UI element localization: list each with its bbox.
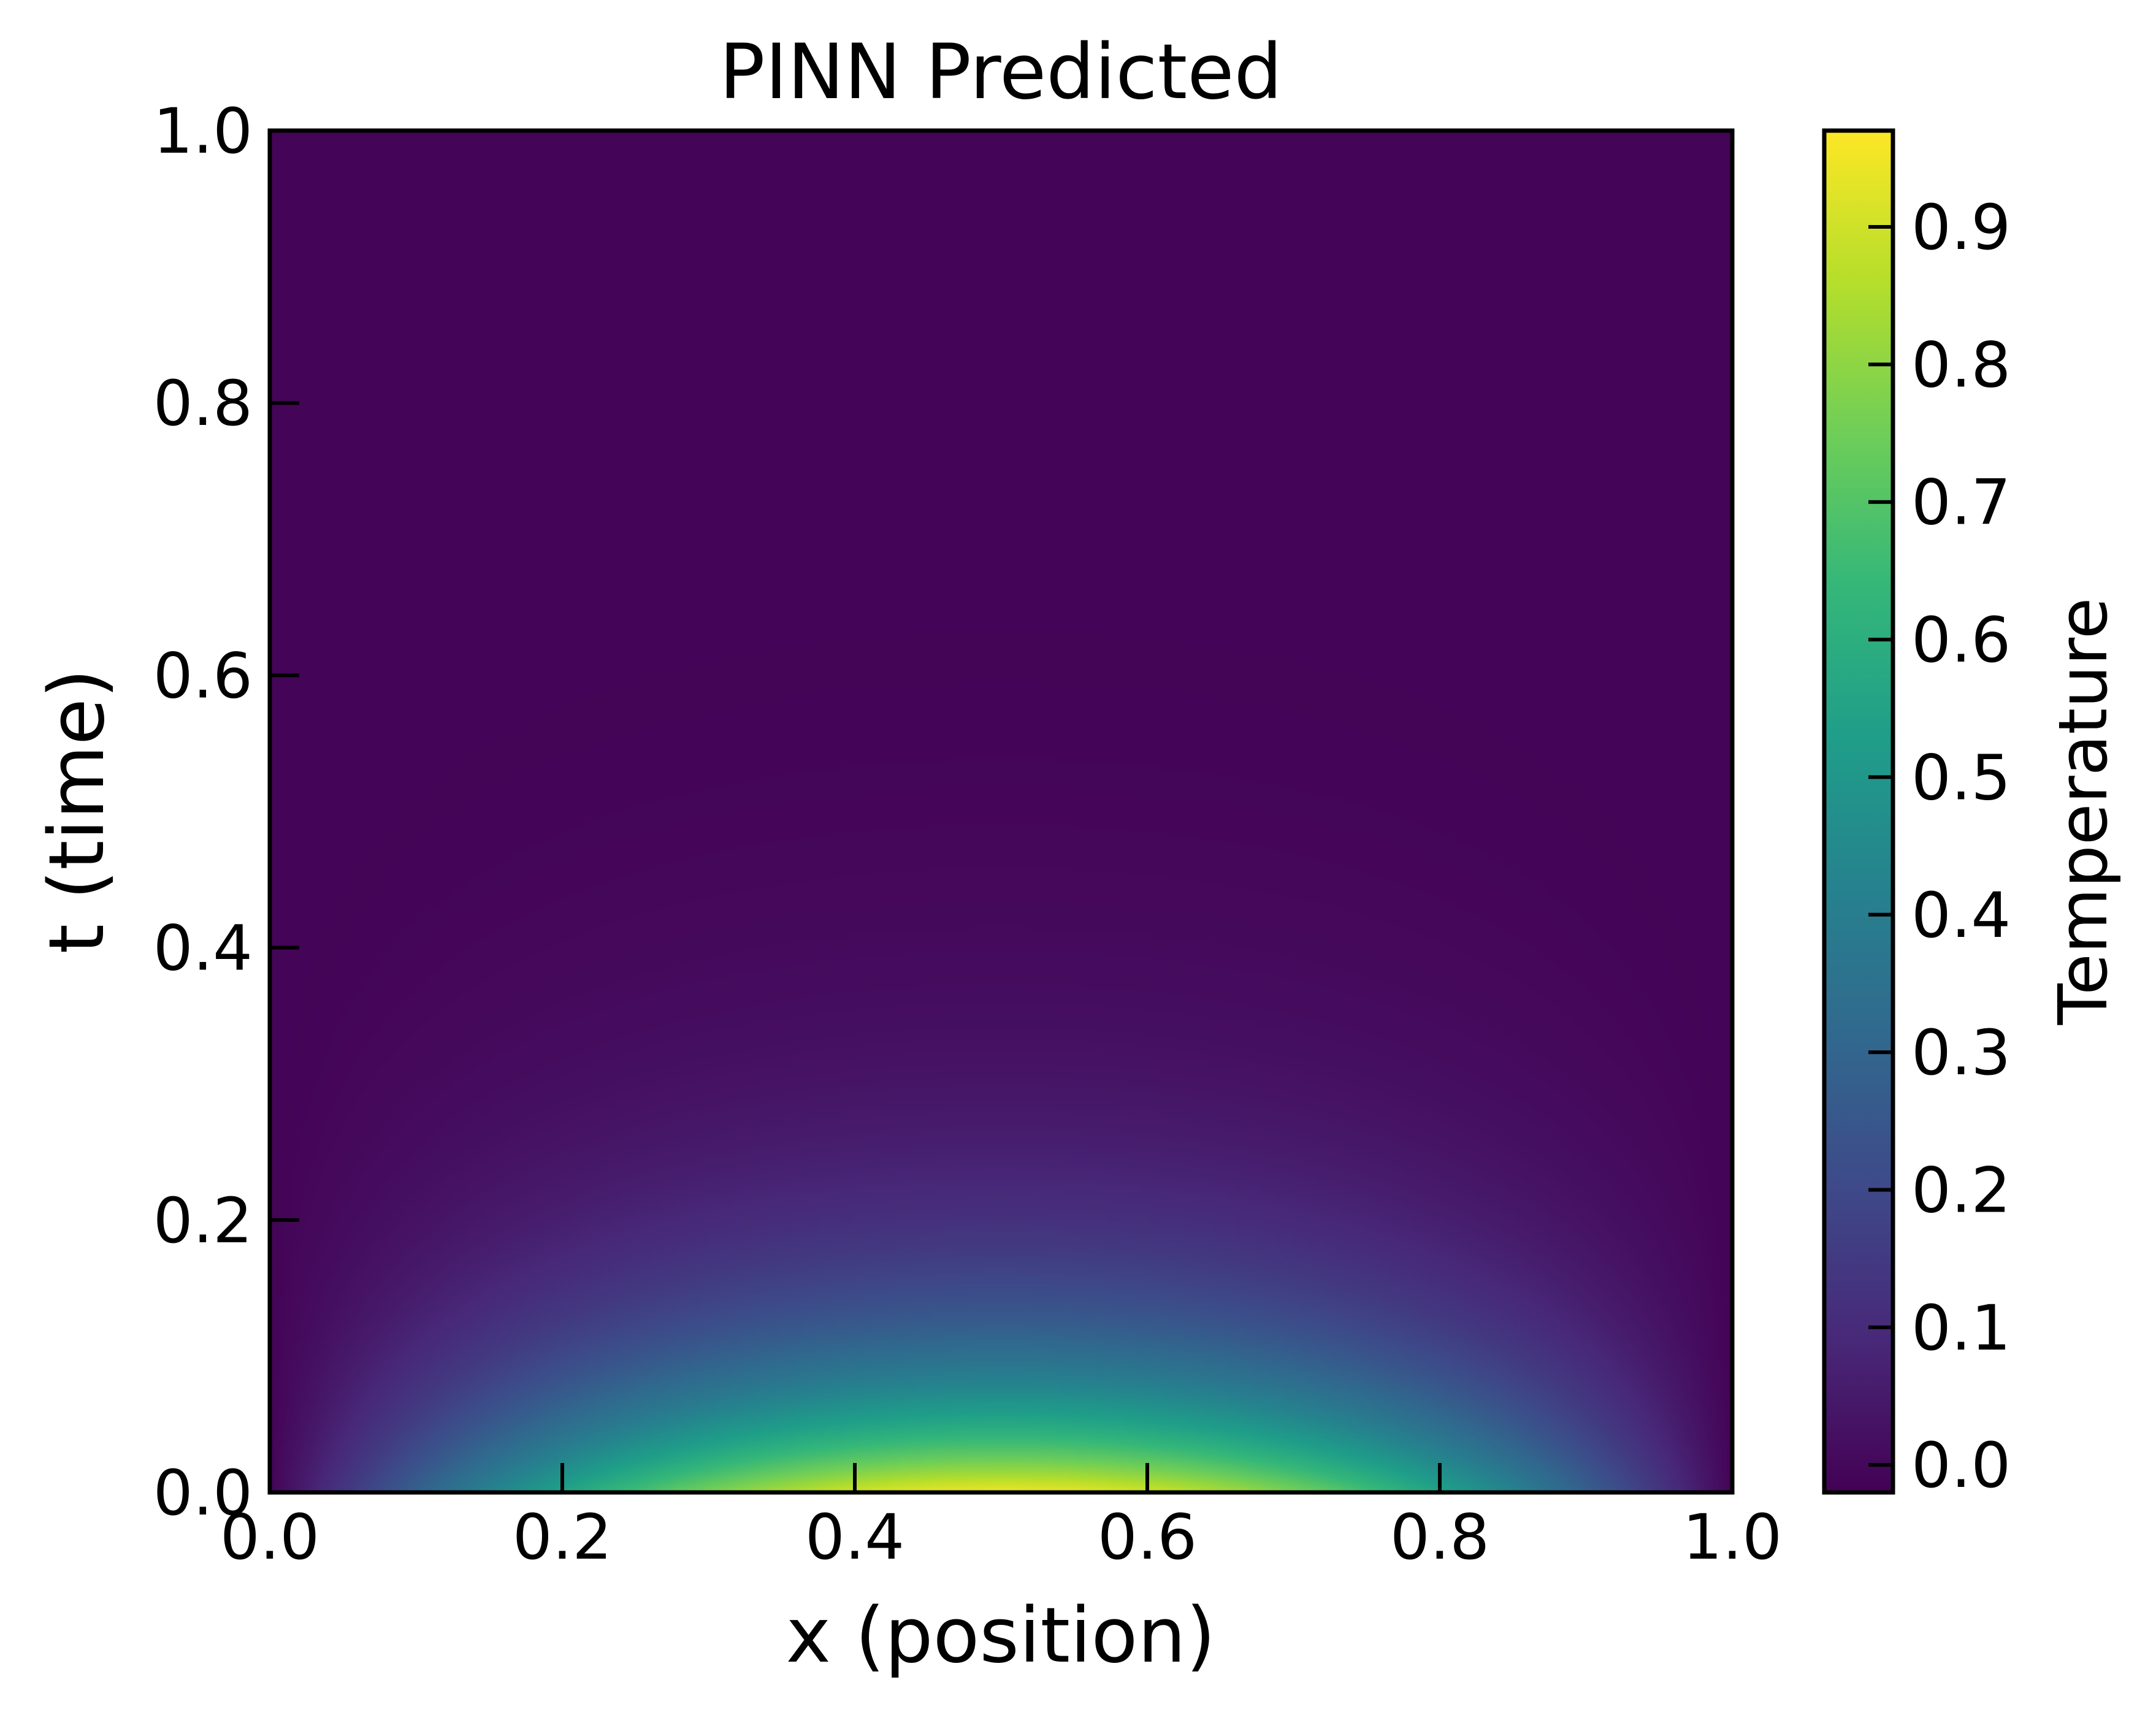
- colorbar-tick-label: 0.1: [1911, 1292, 2011, 1365]
- colorbar-label: Temperature: [2044, 598, 2122, 1026]
- y-tick-label: 1.0: [153, 95, 253, 168]
- colorbar-frame: [1822, 128, 1895, 1495]
- x-axis-ticks: 0.0 0.2 0.4 0.6 0.8 1.0: [220, 1463, 1782, 1574]
- colorbar-tick-label: 0.9: [1911, 191, 2011, 264]
- chart-title: PINN Predicted: [719, 28, 1282, 116]
- y-axis-ticks: 0.0 0.2 0.4 0.6 0.8 1.0: [153, 95, 299, 1530]
- colorbar: [1824, 131, 1893, 1492]
- x-tick-label: 0.2: [513, 1501, 612, 1574]
- y-tick-label: 0.4: [153, 912, 253, 985]
- plot-frame: [267, 128, 1735, 1495]
- x-tick-label: 0.0: [220, 1501, 319, 1574]
- colorbar-tick-label: 0.5: [1911, 741, 2011, 814]
- x-tick-label: 0.4: [805, 1501, 904, 1574]
- colorbar-tick-label: 0.2: [1911, 1154, 2011, 1227]
- colorbar-tick-label: 0.6: [1911, 604, 2011, 677]
- x-tick-label: 0.6: [1098, 1501, 1197, 1574]
- heatmap-image: [270, 131, 1732, 1492]
- y-axis-label: t (time): [33, 669, 121, 954]
- y-tick-label: 0.8: [153, 367, 253, 440]
- x-axis-label: x (position): [786, 1592, 1216, 1680]
- colorbar-tick-label: 0.7: [1911, 467, 2011, 540]
- colorbar-tick-label: 0.3: [1911, 1017, 2011, 1090]
- colorbar-tick-label: 0.4: [1911, 879, 2011, 952]
- colorbar-tick-label: 0.8: [1911, 329, 2011, 402]
- y-tick-label: 0.0: [153, 1457, 253, 1530]
- y-tick-label: 0.2: [153, 1185, 253, 1258]
- y-tick-label: 0.6: [153, 640, 253, 712]
- colorbar-ticks: 0.0 0.1 0.2 0.3 0.4 0.5 0.6 0.7 0.8 0.9: [1868, 191, 2011, 1502]
- colorbar-tick-label: 0.0: [1911, 1429, 2011, 1502]
- x-tick-label: 1.0: [1683, 1501, 1782, 1574]
- x-tick-label: 0.8: [1390, 1501, 1489, 1574]
